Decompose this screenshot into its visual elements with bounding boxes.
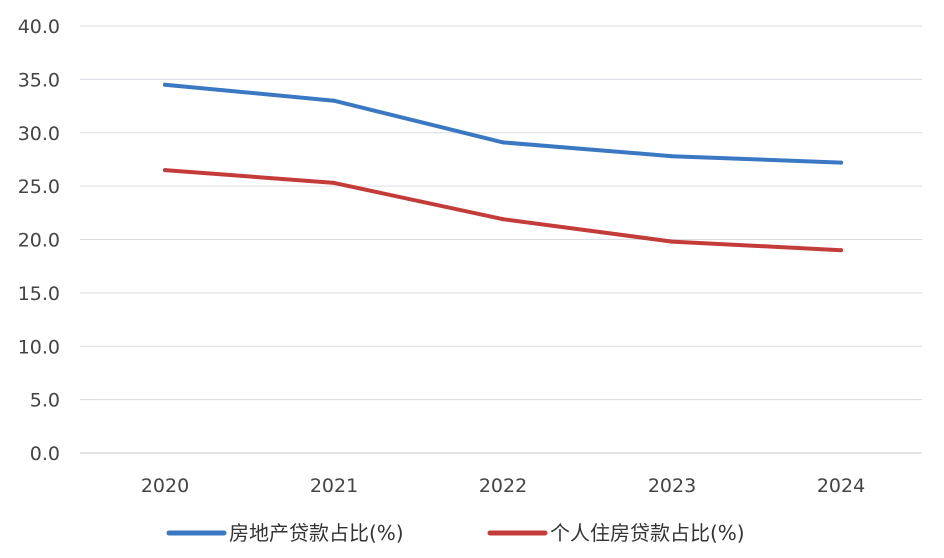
legend-label-2: 个人住房贷款占比(%) — [550, 521, 745, 545]
series-line-2 — [163, 168, 843, 253]
y-axis: 0.0 5.0 10.0 15.0 20.0 25.0 30.0 35.0 40.0 — [18, 16, 60, 465]
y-tick-label: 15.0 — [18, 283, 60, 305]
data-point — [332, 98, 336, 103]
y-tick-label: 10.0 — [18, 336, 60, 358]
data-point — [670, 154, 674, 159]
y-tick-label: 25.0 — [18, 176, 60, 198]
data-point — [332, 180, 336, 185]
y-tick-label: 35.0 — [18, 69, 60, 91]
legend: 房地产贷款占比(%) 个人住房贷款占比(%) — [166, 521, 745, 545]
gridlines — [80, 25, 922, 454]
series-lines — [163, 82, 843, 253]
x-tick-label: 2023 — [648, 475, 696, 497]
y-tick-label: 5.0 — [30, 390, 60, 412]
data-point — [501, 217, 505, 222]
data-point — [163, 82, 167, 87]
series-line-1 — [163, 82, 843, 165]
y-tick-label: 30.0 — [18, 123, 60, 145]
x-tick-label: 2024 — [817, 475, 865, 497]
data-point — [839, 160, 843, 165]
y-tick-label: 0.0 — [30, 443, 60, 465]
x-axis: 2020 2021 2022 2023 2024 — [141, 475, 865, 497]
y-tick-label: 20.0 — [18, 230, 60, 252]
data-point — [839, 248, 843, 253]
legend-label-1: 房地产贷款占比(%) — [229, 521, 404, 545]
x-tick-label: 2020 — [141, 475, 189, 497]
x-tick-label: 2021 — [310, 475, 358, 497]
data-point — [501, 140, 505, 145]
x-tick-label: 2022 — [479, 475, 527, 497]
data-point — [670, 239, 674, 244]
data-point — [163, 168, 167, 173]
y-tick-label: 40.0 — [18, 16, 60, 38]
